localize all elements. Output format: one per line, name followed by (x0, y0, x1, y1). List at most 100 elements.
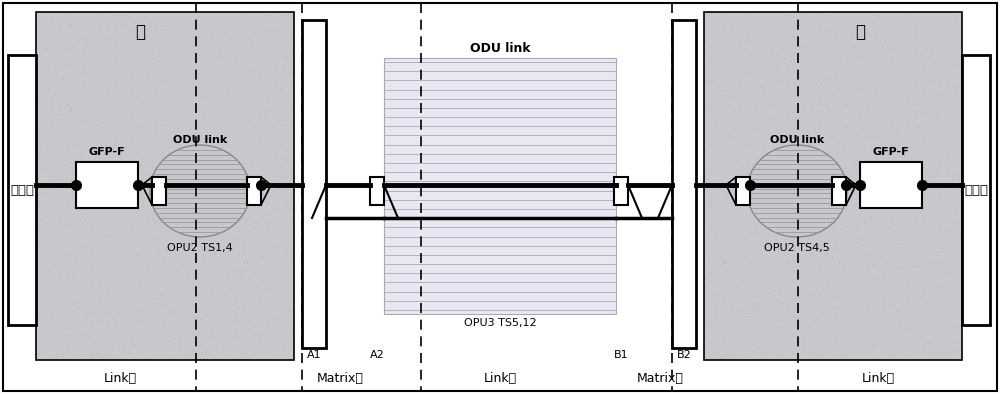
Point (717, 258, 733, 265)
Point (177, 200, 193, 206)
Point (117, 143, 133, 149)
Point (164, 85, 180, 91)
Point (714, 258, 730, 264)
Point (771, 65, 787, 71)
Point (256, 168, 272, 174)
Point (196, 221, 212, 227)
Point (55, 254, 71, 260)
Point (197, 133, 213, 139)
Point (101, 286, 117, 292)
Point (771, 34, 787, 41)
Point (743, 324, 759, 330)
Point (201, 334, 217, 340)
Point (791, 253, 807, 259)
Point (863, 326, 879, 332)
Point (132, 23, 148, 30)
Point (927, 179, 943, 186)
Point (130, 93, 146, 99)
Point (719, 34, 735, 40)
Point (179, 128, 195, 134)
Point (737, 105, 753, 111)
Point (53, 282, 69, 288)
Point (921, 53, 937, 59)
Point (936, 220, 952, 226)
Point (710, 116, 726, 122)
Point (275, 130, 291, 136)
Point (808, 132, 824, 138)
Point (867, 158, 883, 164)
Point (868, 332, 884, 338)
Point (61, 193, 77, 199)
Point (902, 77, 918, 83)
Point (759, 252, 775, 259)
Point (222, 341, 238, 347)
Point (220, 284, 236, 291)
Point (278, 240, 294, 246)
Point (210, 219, 226, 225)
Point (716, 260, 732, 266)
Point (144, 99, 160, 105)
Point (832, 215, 848, 222)
Point (910, 143, 926, 149)
Point (141, 51, 157, 57)
Point (74, 213, 90, 219)
Point (156, 163, 172, 169)
Point (128, 256, 144, 263)
Point (182, 311, 198, 318)
Point (226, 53, 242, 59)
Point (848, 169, 864, 175)
Point (243, 217, 259, 223)
Point (267, 45, 283, 52)
Point (118, 290, 134, 296)
Point (806, 212, 822, 218)
Point (914, 50, 930, 56)
Point (149, 248, 165, 254)
Point (40, 63, 56, 69)
Point (711, 145, 727, 151)
Point (76, 92, 92, 98)
Point (202, 213, 218, 219)
Point (173, 276, 189, 282)
Point (42, 268, 58, 274)
Point (746, 303, 762, 309)
Point (808, 243, 824, 249)
Point (161, 344, 177, 351)
Point (154, 149, 170, 155)
Point (864, 191, 880, 198)
Point (234, 98, 250, 104)
Point (926, 139, 942, 145)
Point (758, 39, 774, 45)
Point (230, 167, 246, 173)
Point (703, 199, 719, 206)
Point (929, 258, 945, 264)
Point (184, 133, 200, 139)
Point (63, 179, 79, 186)
Point (181, 203, 197, 210)
Point (134, 41, 150, 47)
Point (143, 273, 159, 279)
Point (281, 206, 297, 212)
Point (81, 159, 97, 166)
Point (92, 312, 108, 318)
Point (893, 181, 909, 187)
Point (60, 102, 76, 108)
Point (36, 36, 52, 42)
Point (867, 31, 883, 37)
Point (249, 330, 265, 337)
Point (769, 164, 785, 170)
Point (92, 13, 108, 20)
Point (849, 221, 865, 227)
Point (946, 269, 962, 276)
Point (149, 132, 165, 138)
Point (848, 65, 864, 71)
Point (41, 158, 57, 164)
Point (883, 120, 899, 127)
Point (737, 135, 753, 142)
Point (265, 162, 281, 169)
Point (256, 314, 272, 320)
Point (876, 295, 892, 302)
Point (858, 198, 874, 204)
Point (894, 343, 910, 349)
Point (741, 352, 757, 358)
Point (191, 292, 207, 298)
